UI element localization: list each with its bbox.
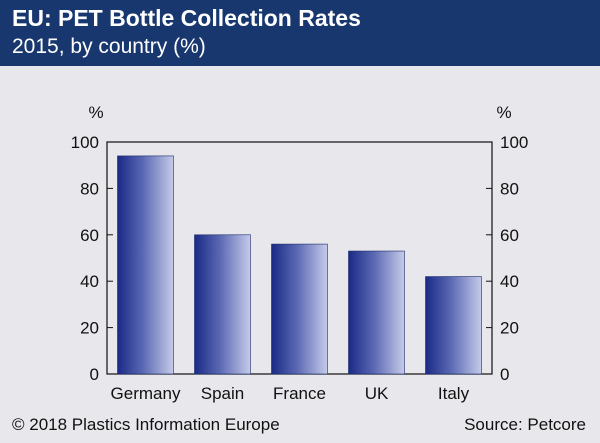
left-axis-unit-label: % bbox=[88, 103, 103, 122]
bar-chart: 0 0 20 20 40 40 60 60 80 80 100 100% % Germany Spain Fr… bbox=[71, 103, 529, 403]
bar-uk bbox=[348, 250, 405, 375]
left-tick-label: 40 bbox=[80, 272, 99, 291]
right-tick-label: 100 bbox=[500, 133, 528, 152]
right-tick-label: 60 bbox=[500, 226, 519, 245]
category-label: Spain bbox=[201, 384, 244, 403]
header-bar: EU: PET Bottle Collection Rates 2015, by… bbox=[0, 0, 600, 66]
right-tick-label: 40 bbox=[500, 272, 519, 291]
bar-spain bbox=[194, 234, 251, 375]
left-tick-label: 20 bbox=[80, 319, 99, 338]
chart-title: EU: PET Bottle Collection Rates bbox=[12, 5, 361, 31]
left-tick-label: 0 bbox=[90, 365, 99, 384]
copyright-text: © 2018 Plastics Information Europe bbox=[12, 415, 280, 434]
bar-france bbox=[271, 243, 328, 375]
left-tick-label: 80 bbox=[80, 179, 99, 198]
category-label: Germany bbox=[111, 384, 181, 403]
left-tick-label: 100 bbox=[71, 133, 99, 152]
left-tick-label: 60 bbox=[80, 226, 99, 245]
right-axis-unit-label: % bbox=[496, 103, 511, 122]
right-tick-label: 20 bbox=[500, 319, 519, 338]
category-label: France bbox=[273, 384, 326, 403]
right-tick-label: 0 bbox=[500, 365, 509, 384]
chart-subtitle: 2015, by country (%) bbox=[12, 35, 206, 58]
bar-germany bbox=[117, 155, 174, 375]
right-tick-label: 80 bbox=[500, 179, 519, 198]
category-label: Italy bbox=[438, 384, 470, 403]
source-text: Source: Petcore bbox=[464, 415, 586, 434]
bar-italy bbox=[425, 276, 482, 375]
category-label: UK bbox=[365, 384, 389, 403]
